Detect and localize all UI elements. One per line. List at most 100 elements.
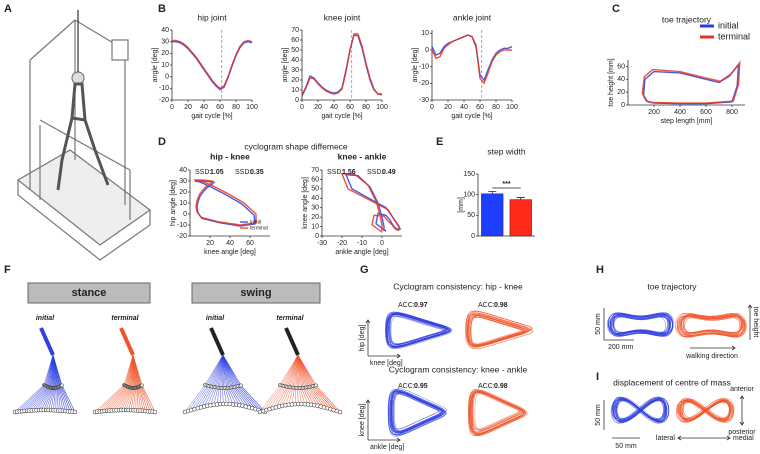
panel-letter: I (596, 371, 599, 383)
thigh-top (119, 327, 135, 356)
trace-loop (389, 390, 447, 436)
y-axis-label: angle [deg] (152, 48, 159, 83)
y-tick-label: 20 (179, 189, 187, 196)
x-axis-label: gait cycle [%] (321, 113, 362, 120)
y-tick-label: 60 (291, 37, 299, 44)
phase-box (27, 282, 151, 304)
x-tick-label: 40 (226, 240, 234, 247)
x-tick-label: 80 (492, 104, 500, 111)
ssd-label: SSD: (367, 169, 383, 176)
y-axis-label: hip angle [deg] (170, 180, 177, 226)
trace-loop (678, 400, 731, 421)
acc-value: 0.98 (494, 302, 508, 309)
joint-marker (152, 409, 158, 415)
y-tick-label: 150 (463, 171, 475, 178)
axis-label: knee [deg] (370, 360, 403, 367)
condition-label: terminal (276, 315, 304, 322)
y-tick-label: 60 (617, 63, 625, 70)
y-tick-label: 40 (179, 167, 187, 174)
condition-label: initial (36, 315, 55, 322)
ssd-value: 0.49 (382, 169, 396, 176)
y-axis-label: [mm] (458, 197, 465, 213)
series-line (641, 60, 741, 104)
panel-title: toe trajectory (647, 281, 697, 291)
y-tick-label: 20 (311, 214, 319, 221)
axis-label: posterior (728, 429, 756, 436)
x-axis-label: knee angle [deg] (204, 249, 256, 256)
x-tick-label: 600 (700, 109, 712, 116)
trace-loop (609, 315, 674, 337)
x-tick-label: 60 (346, 104, 354, 111)
trace-loop (466, 313, 534, 350)
trace-loop (388, 312, 452, 347)
x-tick-label: 20 (314, 104, 322, 111)
trace-loop (683, 314, 742, 333)
y-tick-label: 20 (617, 89, 625, 96)
y-axis-label: angle [deg] (412, 48, 419, 83)
chart-title: step width (487, 146, 526, 156)
axis-arrow (365, 319, 401, 359)
axis-label: medial (733, 435, 754, 442)
acc-label: ACC: (478, 302, 495, 309)
y-tick-label: 50 (291, 47, 299, 54)
trace-loop (469, 315, 530, 347)
trace-loop (679, 399, 734, 421)
axis-line (171, 30, 252, 101)
bar (509, 199, 532, 237)
axis-label: hip [deg] (359, 325, 366, 352)
y-tick-label: 0 (621, 102, 625, 109)
x-tick-label: 0 (430, 104, 434, 111)
chart-title: ankle joint (453, 12, 492, 22)
trace-loop (474, 392, 523, 431)
y-tick-label: 70 (291, 27, 299, 34)
trace-loop (466, 312, 528, 346)
series-line (172, 39, 253, 90)
thigh-top (209, 327, 225, 356)
scale-bar (603, 400, 640, 439)
ssd-value: 1.05 (210, 169, 224, 176)
y-tick-label: 40 (311, 195, 319, 202)
y-tick-label: 0 (471, 233, 475, 240)
panel-title: Cyclogram consistency: knee - ankle (389, 364, 528, 374)
series-line (340, 173, 401, 233)
error-bar (488, 190, 497, 194)
x-tick-label: -10 (357, 240, 367, 247)
trace-loop (473, 389, 525, 431)
x-axis-label: gait cycle [%] (191, 113, 232, 120)
x-tick-label: 80 (232, 104, 240, 111)
acc-value: 0.97 (414, 302, 428, 309)
y-tick-label: 10 (179, 200, 187, 207)
y-tick-label: -10 (419, 64, 429, 71)
chart-title: hip - knee (210, 151, 250, 161)
x-axis-label: step length [mm] (661, 118, 713, 125)
x-tick-label: 800 (726, 109, 738, 116)
y-tick-label: 10 (161, 62, 169, 69)
panel-title: Cyclogram consistency: hip - knee (393, 281, 523, 291)
axis-label: ankle [deg] (370, 444, 404, 451)
axis-label: anterior (730, 386, 754, 393)
ssd-label: SSD: (195, 169, 211, 176)
chart-title: knee joint (324, 12, 361, 22)
legend-label: terminal (718, 31, 750, 41)
trace-loop (470, 392, 524, 435)
axis-arrow (365, 399, 401, 443)
axis-line (431, 30, 512, 101)
trace-loop (386, 313, 449, 347)
y-axis-label: knee angle [deg] (302, 177, 309, 229)
x-tick-label: 20 (206, 240, 214, 247)
x-tick-label: 60 (216, 104, 224, 111)
x-tick-label: 400 (674, 109, 686, 116)
panel-letter: F (4, 264, 11, 276)
y-tick-label: 70 (311, 167, 319, 174)
trace-loop (471, 391, 525, 434)
legend-label: initial (718, 20, 739, 30)
x-tick-label: 40 (330, 104, 338, 111)
y-tick-label: 40 (161, 27, 169, 34)
axis-label: toe height (752, 307, 759, 338)
scale-label: 50 mm (615, 443, 637, 450)
acc-value: 0.98 (494, 383, 508, 390)
treadmill-illustration (16, 10, 152, 261)
axis-label: lateral (656, 435, 676, 442)
trace-loop (468, 389, 525, 433)
x-tick-label: -20 (337, 240, 347, 247)
